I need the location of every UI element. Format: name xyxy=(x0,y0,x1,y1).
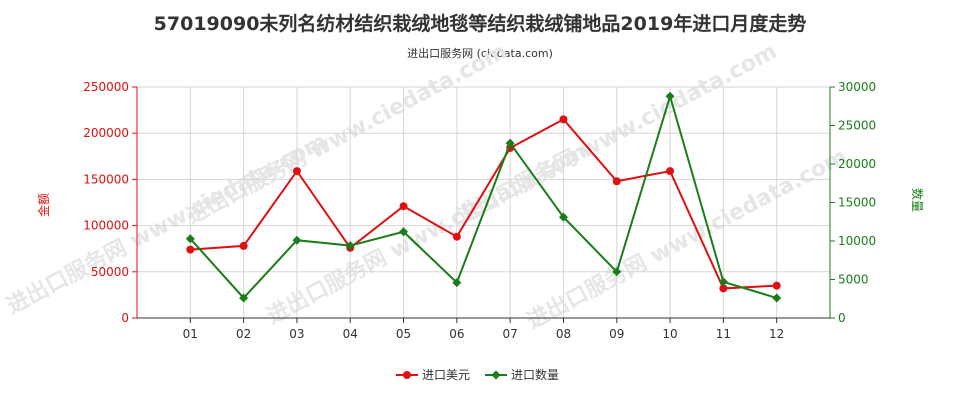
right-tick-label: 20000 xyxy=(838,157,876,171)
data-point-quantity xyxy=(345,241,355,251)
data-point-quantity xyxy=(718,277,728,287)
series-layer xyxy=(185,91,782,303)
data-point-usd xyxy=(666,167,675,176)
legend-marker xyxy=(403,371,411,379)
data-point-quantity xyxy=(239,293,249,303)
right-tick-label: 30000 xyxy=(838,80,876,94)
x-tick-label: 09 xyxy=(609,327,624,341)
data-point-quantity xyxy=(399,227,409,237)
data-point-usd xyxy=(399,202,408,211)
legend-marker xyxy=(491,370,501,380)
chart-title: 57019090未列名纺材结织栽绒地毯等结织栽绒铺地品2019年进口月度走势 xyxy=(153,13,807,35)
x-tick-label: 04 xyxy=(343,327,358,341)
x-tick-label: 03 xyxy=(289,327,304,341)
x-tick-label: 05 xyxy=(396,327,411,341)
right-tick-label: 10000 xyxy=(838,234,876,248)
x-tick-label: 12 xyxy=(769,327,784,341)
legend-label[interactable]: 进口美元 xyxy=(422,368,470,382)
data-point-usd xyxy=(772,281,781,290)
watermark-text: 进出口服务网 www.ciedata.com xyxy=(523,144,851,334)
left-tick-label: 0 xyxy=(121,311,129,325)
x-tick-label: 10 xyxy=(662,327,677,341)
y-right-axis-label: 数量 xyxy=(910,188,925,212)
legend-label[interactable]: 进口数量 xyxy=(511,367,559,382)
right-tick-label: 0 xyxy=(838,311,846,325)
series-line-1 xyxy=(190,118,777,290)
data-point-usd xyxy=(239,241,248,250)
data-point-quantity xyxy=(612,267,622,277)
data-point-quantity xyxy=(772,293,782,303)
right-tick-label: 25000 xyxy=(838,119,876,133)
data-point-usd xyxy=(292,167,301,176)
x-tick-label: 11 xyxy=(716,327,731,341)
data-point-quantity xyxy=(558,212,568,222)
axes: 0 50000 100000 150000 200000 250000 0 5000 10000… xyxy=(36,80,925,341)
data-point-quantity xyxy=(505,138,515,148)
data-point-usd xyxy=(186,245,195,254)
y-left-axis-label: 金额 xyxy=(36,193,51,217)
left-tick-label: 100000 xyxy=(83,219,129,233)
x-tick-label: 06 xyxy=(449,327,464,341)
chart-subtitle: 进出口服务网 (ciedata.com) xyxy=(407,47,553,60)
data-point-quantity xyxy=(185,234,195,244)
data-point-usd xyxy=(452,232,461,241)
series-line-2 xyxy=(189,92,777,300)
x-tick-label: 02 xyxy=(236,327,251,341)
x-tick-label: 07 xyxy=(503,327,518,341)
data-point-quantity xyxy=(665,91,675,101)
data-point-quantity xyxy=(452,278,462,288)
data-point-usd xyxy=(612,177,621,186)
right-tick-label: 15000 xyxy=(838,196,876,210)
legend: 进口美元 进口数量 xyxy=(396,367,559,382)
right-tick-label: 5000 xyxy=(838,273,869,287)
left-tick-label: 200000 xyxy=(83,126,129,140)
data-point-usd xyxy=(559,115,568,124)
x-tick-label: 08 xyxy=(556,327,571,341)
x-tick-label: 01 xyxy=(183,327,198,341)
left-tick-label: 150000 xyxy=(83,172,129,186)
data-point-usd xyxy=(719,284,728,293)
data-point-quantity xyxy=(292,235,302,245)
left-tick-label: 50000 xyxy=(91,265,129,279)
left-tick-label: 250000 xyxy=(83,80,129,94)
